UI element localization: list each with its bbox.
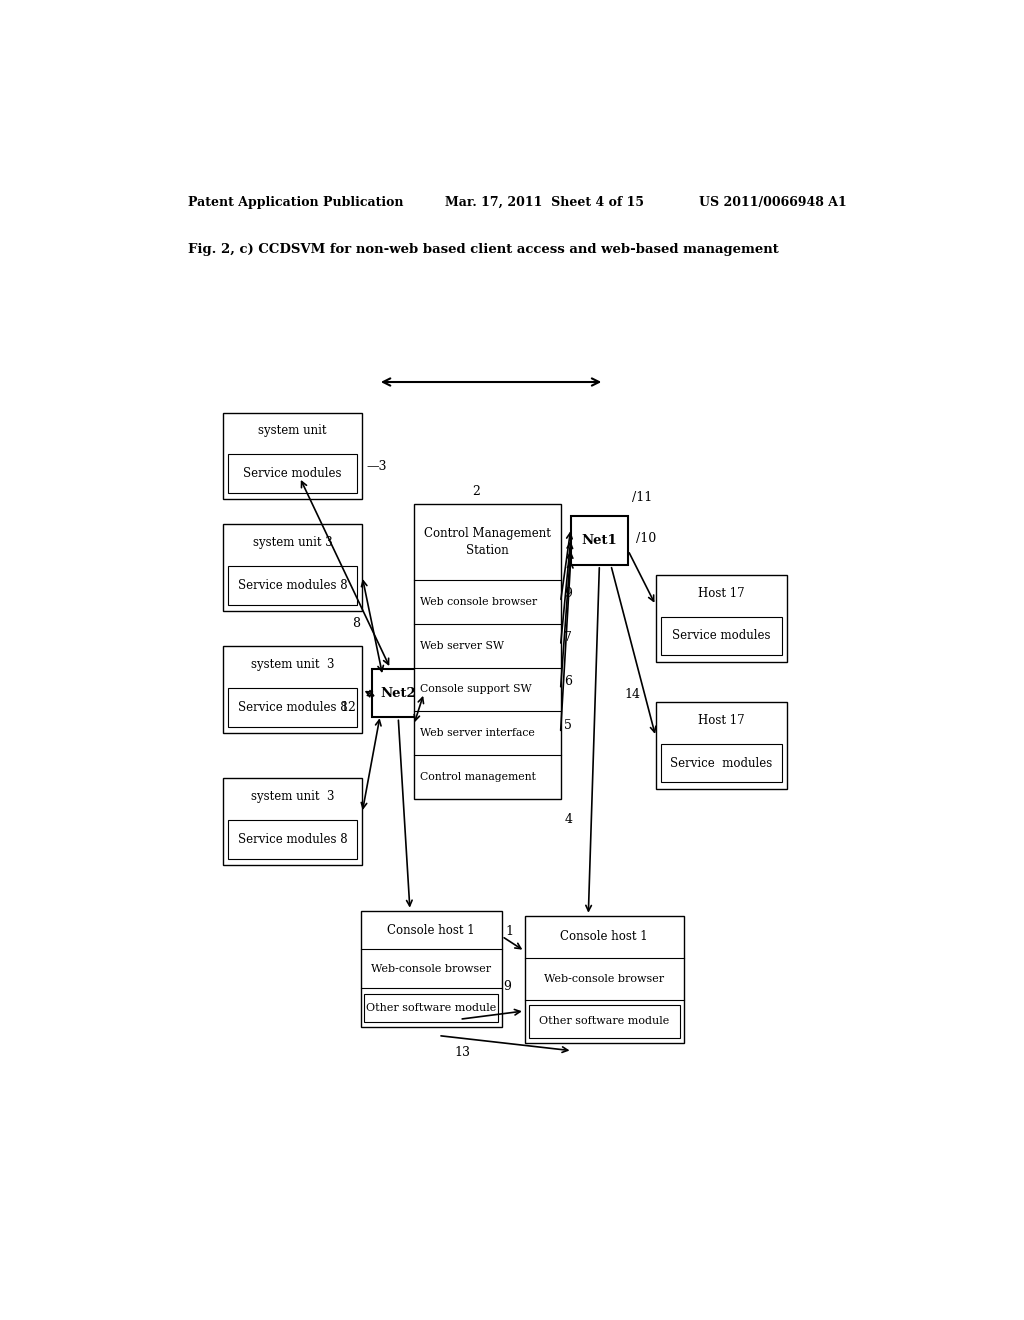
Text: 6: 6 xyxy=(564,675,572,688)
Text: /11: /11 xyxy=(632,491,652,504)
Text: Service modules: Service modules xyxy=(244,467,342,480)
FancyBboxPatch shape xyxy=(228,566,357,605)
Text: 13: 13 xyxy=(454,1047,470,1060)
FancyBboxPatch shape xyxy=(228,820,357,859)
Text: system unit  3: system unit 3 xyxy=(251,791,335,803)
Text: Web-console browser: Web-console browser xyxy=(544,974,665,985)
Text: Console host 1: Console host 1 xyxy=(560,931,648,944)
FancyBboxPatch shape xyxy=(223,524,362,611)
Text: 4: 4 xyxy=(564,813,572,825)
Text: Web console browser: Web console browser xyxy=(420,597,538,607)
FancyBboxPatch shape xyxy=(228,454,357,492)
FancyBboxPatch shape xyxy=(223,779,362,865)
Text: Service  modules: Service modules xyxy=(670,756,772,770)
Text: Control Management
Station: Control Management Station xyxy=(424,527,551,557)
Text: 7: 7 xyxy=(564,631,572,644)
Text: 2: 2 xyxy=(472,486,480,498)
FancyBboxPatch shape xyxy=(660,743,782,783)
Text: Web server interface: Web server interface xyxy=(420,729,535,738)
Text: Console support SW: Console support SW xyxy=(420,685,531,694)
Text: system unit  3: system unit 3 xyxy=(251,657,335,671)
FancyBboxPatch shape xyxy=(373,669,424,718)
Text: system unit 3: system unit 3 xyxy=(253,536,333,549)
Text: Net1: Net1 xyxy=(582,535,617,546)
FancyBboxPatch shape xyxy=(570,516,628,565)
Text: Fig. 2, c) CCDSVM for non-web based client access and web-based management: Fig. 2, c) CCDSVM for non-web based clie… xyxy=(187,243,778,256)
FancyBboxPatch shape xyxy=(228,688,357,726)
FancyBboxPatch shape xyxy=(655,702,786,788)
Text: 9: 9 xyxy=(504,979,511,993)
Text: /10: /10 xyxy=(636,532,656,545)
Text: 14: 14 xyxy=(624,688,640,701)
Text: Console host 1: Console host 1 xyxy=(387,924,475,936)
Text: —3: —3 xyxy=(367,459,387,473)
Text: 9: 9 xyxy=(564,587,572,601)
Text: Service modules: Service modules xyxy=(672,630,770,643)
Text: 12: 12 xyxy=(341,701,356,714)
Text: Patent Application Publication: Patent Application Publication xyxy=(187,195,403,209)
FancyBboxPatch shape xyxy=(414,504,560,799)
Text: Host 17: Host 17 xyxy=(698,714,744,727)
Text: Service modules 8: Service modules 8 xyxy=(238,701,347,714)
Text: 1: 1 xyxy=(506,925,514,937)
FancyBboxPatch shape xyxy=(524,916,684,1043)
Text: Web server SW: Web server SW xyxy=(420,640,504,651)
Text: 8: 8 xyxy=(352,618,360,631)
Text: Mar. 17, 2011  Sheet 4 of 15: Mar. 17, 2011 Sheet 4 of 15 xyxy=(445,195,644,209)
Text: Host 17: Host 17 xyxy=(698,587,744,599)
Text: Service modules 8: Service modules 8 xyxy=(238,578,347,591)
Text: system unit: system unit xyxy=(258,424,327,437)
FancyBboxPatch shape xyxy=(223,412,362,499)
Text: US 2011/0066948 A1: US 2011/0066948 A1 xyxy=(699,195,847,209)
Text: Control management: Control management xyxy=(420,772,536,781)
Text: Other software module: Other software module xyxy=(539,1016,670,1027)
Text: Web-console browser: Web-console browser xyxy=(371,964,492,974)
FancyBboxPatch shape xyxy=(528,1006,680,1038)
Text: Other software module: Other software module xyxy=(366,1003,497,1012)
FancyBboxPatch shape xyxy=(655,576,786,661)
FancyBboxPatch shape xyxy=(360,911,502,1027)
FancyBboxPatch shape xyxy=(223,647,362,733)
Text: 5: 5 xyxy=(564,718,572,731)
FancyBboxPatch shape xyxy=(660,616,782,656)
FancyBboxPatch shape xyxy=(365,994,498,1022)
Text: Net2: Net2 xyxy=(380,686,416,700)
Text: Service modules 8: Service modules 8 xyxy=(238,833,347,846)
